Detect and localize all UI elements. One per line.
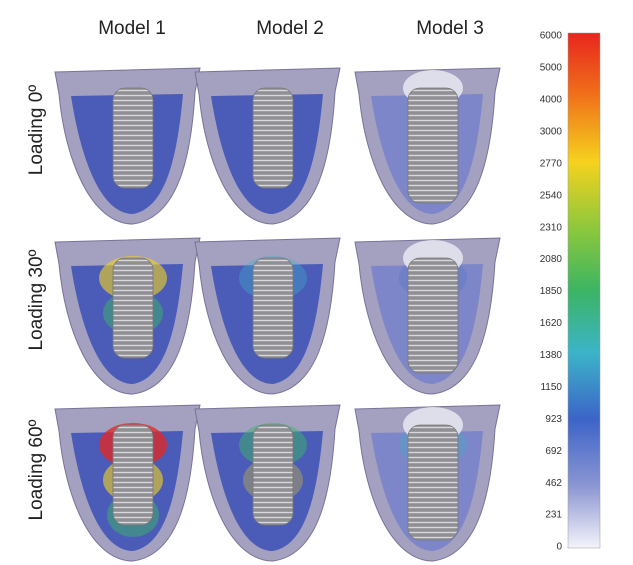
fea-panel — [55, 68, 200, 224]
fea-panel — [355, 68, 500, 224]
column-header: Model 1 — [98, 18, 166, 39]
row-label: Loading 30º — [26, 249, 47, 350]
colorbar-label: 692 — [545, 446, 562, 457]
page: Model 1 Model 2 Model 3 Loading 0º Loading 3… — [0, 0, 633, 565]
colorbar-label: 1380 — [540, 350, 563, 361]
colorbar-label: 1850 — [540, 286, 563, 297]
implant — [408, 258, 458, 373]
implant — [113, 425, 153, 525]
fea-panel — [55, 238, 200, 394]
colorbar-label: 5000 — [540, 63, 563, 74]
implant — [408, 425, 458, 540]
colorbar-label: 2770 — [540, 158, 563, 169]
implant — [253, 88, 293, 188]
colorbar-label: 3000 — [540, 126, 563, 137]
fea-panel — [355, 238, 500, 394]
colorbar — [568, 33, 600, 548]
fea-panel — [195, 405, 340, 561]
fea-panel — [195, 68, 340, 224]
colorbar-label: 0 — [556, 542, 562, 553]
colorbar-label: 2080 — [540, 254, 563, 265]
column-header: Model 3 — [416, 18, 484, 39]
row-label: Loading 0º — [26, 85, 47, 175]
colorbar-label: 923 — [545, 414, 562, 425]
fea-panel — [195, 238, 340, 394]
colorbar-label: 4000 — [540, 95, 563, 106]
implant — [253, 425, 293, 525]
colorbar-label: 231 — [545, 510, 562, 521]
implant — [408, 88, 458, 203]
figure: Model 1 Model 2 Model 3 Loading 0º Loading 3… — [0, 0, 633, 565]
colorbar-label: 2310 — [540, 222, 563, 233]
column-header: Model 2 — [256, 18, 324, 39]
colorbar-label: 462 — [545, 478, 562, 489]
colorbar-label: 2540 — [540, 190, 563, 201]
implant — [113, 258, 153, 358]
implant — [253, 258, 293, 358]
fea-panel — [355, 405, 500, 561]
colorbar-label: 6000 — [540, 31, 563, 42]
implant — [113, 88, 153, 188]
colorbar-label: 1150 — [540, 382, 562, 393]
fea-panel — [55, 405, 200, 561]
colorbar-label: 1620 — [540, 318, 563, 329]
row-label: Loading 60º — [26, 419, 47, 520]
